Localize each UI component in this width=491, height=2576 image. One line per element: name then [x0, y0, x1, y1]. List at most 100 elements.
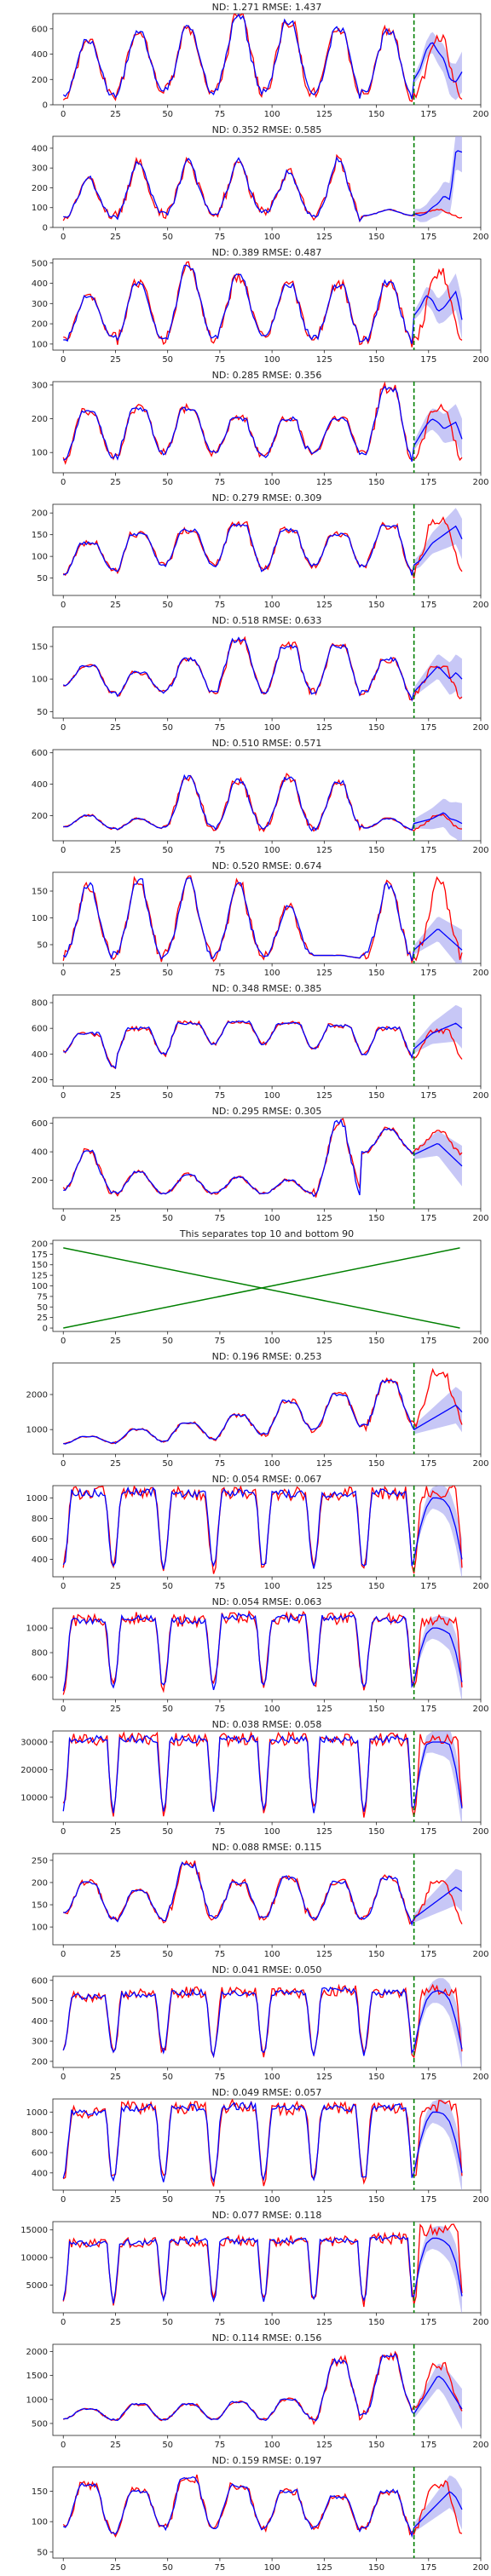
x-tick-label: 25 — [110, 2563, 121, 2573]
x-tick-label: 100 — [264, 1950, 280, 1959]
forecast-interval-band — [413, 1615, 462, 1699]
x-tick-label: 75 — [215, 2195, 226, 2205]
y-tick-label: 175 — [32, 1251, 48, 1260]
axes-frame — [52, 135, 482, 228]
y-tick-label: 5000 — [26, 2281, 48, 2291]
forecast-interval-band — [413, 1004, 462, 1054]
forecast-interval-band — [413, 32, 462, 101]
forecast-interval-band — [413, 2363, 462, 2429]
y-tick-label: 300 — [32, 164, 48, 174]
y-tick-label: 600 — [32, 1535, 48, 1544]
x-tick-label: 125 — [316, 1705, 332, 1714]
x-tick-label: 175 — [420, 2318, 436, 2327]
x-tick-label: 125 — [316, 1950, 332, 1959]
x-tick-label: 100 — [264, 601, 280, 610]
axes-frame — [52, 381, 482, 474]
y-tick-label: 400 — [32, 1555, 48, 1565]
y-tick-label: 150 — [32, 888, 48, 897]
x-tick-label: 175 — [420, 1827, 436, 1837]
y-tick-label: 500 — [32, 2419, 48, 2429]
forecast-series-line — [63, 1861, 463, 1927]
x-tick-label: 75 — [215, 1705, 226, 1714]
x-tick-label: 75 — [215, 1459, 226, 1469]
x-tick-label: 0 — [61, 2318, 66, 2327]
chart-title: ND: 0.041 RMSE: 0.050 — [212, 1964, 322, 1975]
x-tick-label: 75 — [215, 1827, 226, 1837]
x-tick-label: 200 — [472, 1091, 488, 1101]
chart-title: ND: 0.114 RMSE: 0.156 — [212, 2332, 322, 2343]
x-tick-label: 25 — [110, 1091, 121, 1101]
x-tick-label: 150 — [368, 723, 384, 733]
x-tick-label: 50 — [162, 969, 173, 978]
x-tick-label: 50 — [162, 2073, 173, 2082]
forecast-series-line — [62, 636, 463, 702]
forecast-series-line — [62, 2475, 463, 2539]
x-tick-label: 25 — [110, 969, 121, 978]
chart-title: ND: 0.389 RMSE: 0.487 — [212, 247, 322, 258]
chart-panel-16: ND: 0.088 RMSE: 0.115 0 25 50 75 100 125 150 175… — [32, 1842, 489, 1959]
x-tick-label: 75 — [215, 478, 226, 487]
x-tick-label: 125 — [316, 723, 332, 733]
x-tick-label: 200 — [472, 723, 488, 733]
x-tick-label: 150 — [368, 2195, 384, 2205]
y-tick-label: 100 — [32, 340, 48, 349]
x-tick-label: 175 — [420, 1337, 436, 1346]
x-tick-label: 175 — [420, 2073, 436, 2082]
actual-series-line — [63, 1367, 463, 1445]
x-tick-label: 150 — [368, 2073, 384, 2082]
x-tick-label: 100 — [264, 110, 280, 119]
y-tick-label: 2000 — [26, 1391, 48, 1400]
y-tick-label: 400 — [32, 780, 48, 790]
x-tick-label: 50 — [162, 2441, 173, 2450]
axes-frame — [52, 1975, 482, 2068]
chart-panel-12: ND: 0.196 RMSE: 0.253 0 25 50 75 100 125 150 175… — [26, 1351, 489, 1469]
x-tick-label: 100 — [264, 2563, 280, 2573]
x-tick-label: 25 — [110, 723, 121, 733]
y-tick-label: 200 — [32, 76, 48, 85]
y-tick-label: 200 — [32, 1076, 48, 1085]
chart-title: ND: 0.518 RMSE: 0.633 — [212, 615, 322, 626]
chart-title: ND: 0.285 RMSE: 0.356 — [212, 370, 322, 381]
x-tick-label: 100 — [264, 2073, 280, 2082]
y-tick-label: 200 — [32, 1239, 48, 1249]
forecast-interval-band — [413, 1131, 462, 1187]
x-tick-label: 200 — [472, 1214, 488, 1223]
x-tick-label: 150 — [368, 2318, 384, 2327]
x-tick-label: 0 — [61, 2195, 66, 2205]
forecast-interval-band — [413, 917, 462, 963]
y-tick-label: 20000 — [20, 1766, 48, 1775]
chart-panel-11: This separates top 10 and bottom 900 25 50… — [32, 1228, 489, 1346]
x-tick-label: 50 — [162, 1337, 173, 1346]
forecast-series-line — [63, 150, 463, 222]
x-tick-label: 50 — [162, 2195, 173, 2205]
y-tick-label: 50 — [37, 708, 48, 717]
x-tick-label: 25 — [110, 1827, 121, 1837]
chart-panel-3: ND: 0.389 RMSE: 0.487 0 25 50 75 100 125 150 175… — [32, 247, 489, 365]
x-tick-label: 125 — [316, 1214, 332, 1223]
y-tick-label: 0 — [43, 224, 48, 233]
x-tick-label: 0 — [61, 1827, 66, 1837]
y-tick-label: 100 — [32, 1282, 48, 1291]
y-tick-label: 0 — [43, 101, 48, 111]
chart-title: ND: 0.279 RMSE: 0.309 — [212, 492, 322, 503]
axes-frame — [52, 2466, 482, 2559]
chart-panel-6: ND: 0.518 RMSE: 0.633 0 25 50 75 100 125 150 175… — [32, 615, 489, 733]
chart-panel-5: ND: 0.279 RMSE: 0.309 0 25 50 75 100 125 150 175… — [32, 492, 489, 610]
y-tick-label: 1000 — [26, 1426, 48, 1435]
x-tick-label: 175 — [420, 1091, 436, 1101]
y-tick-label: 200 — [32, 509, 48, 519]
forecast-interval-band — [413, 2226, 462, 2313]
axes-frame — [52, 2221, 482, 2314]
x-tick-label: 50 — [162, 2318, 173, 2327]
x-tick-label: 125 — [316, 355, 332, 365]
y-tick-label: 100 — [32, 449, 48, 458]
x-tick-label: 150 — [368, 969, 384, 978]
x-tick-label: 175 — [420, 1459, 436, 1469]
x-tick-label: 150 — [368, 1214, 384, 1223]
x-tick-label: 200 — [472, 601, 488, 610]
x-tick-label: 100 — [264, 1337, 280, 1346]
forecast-series-line — [63, 264, 463, 344]
x-tick-label: 75 — [215, 846, 226, 855]
x-tick-label: 25 — [110, 2441, 121, 2450]
forecast-series-line — [62, 14, 463, 100]
